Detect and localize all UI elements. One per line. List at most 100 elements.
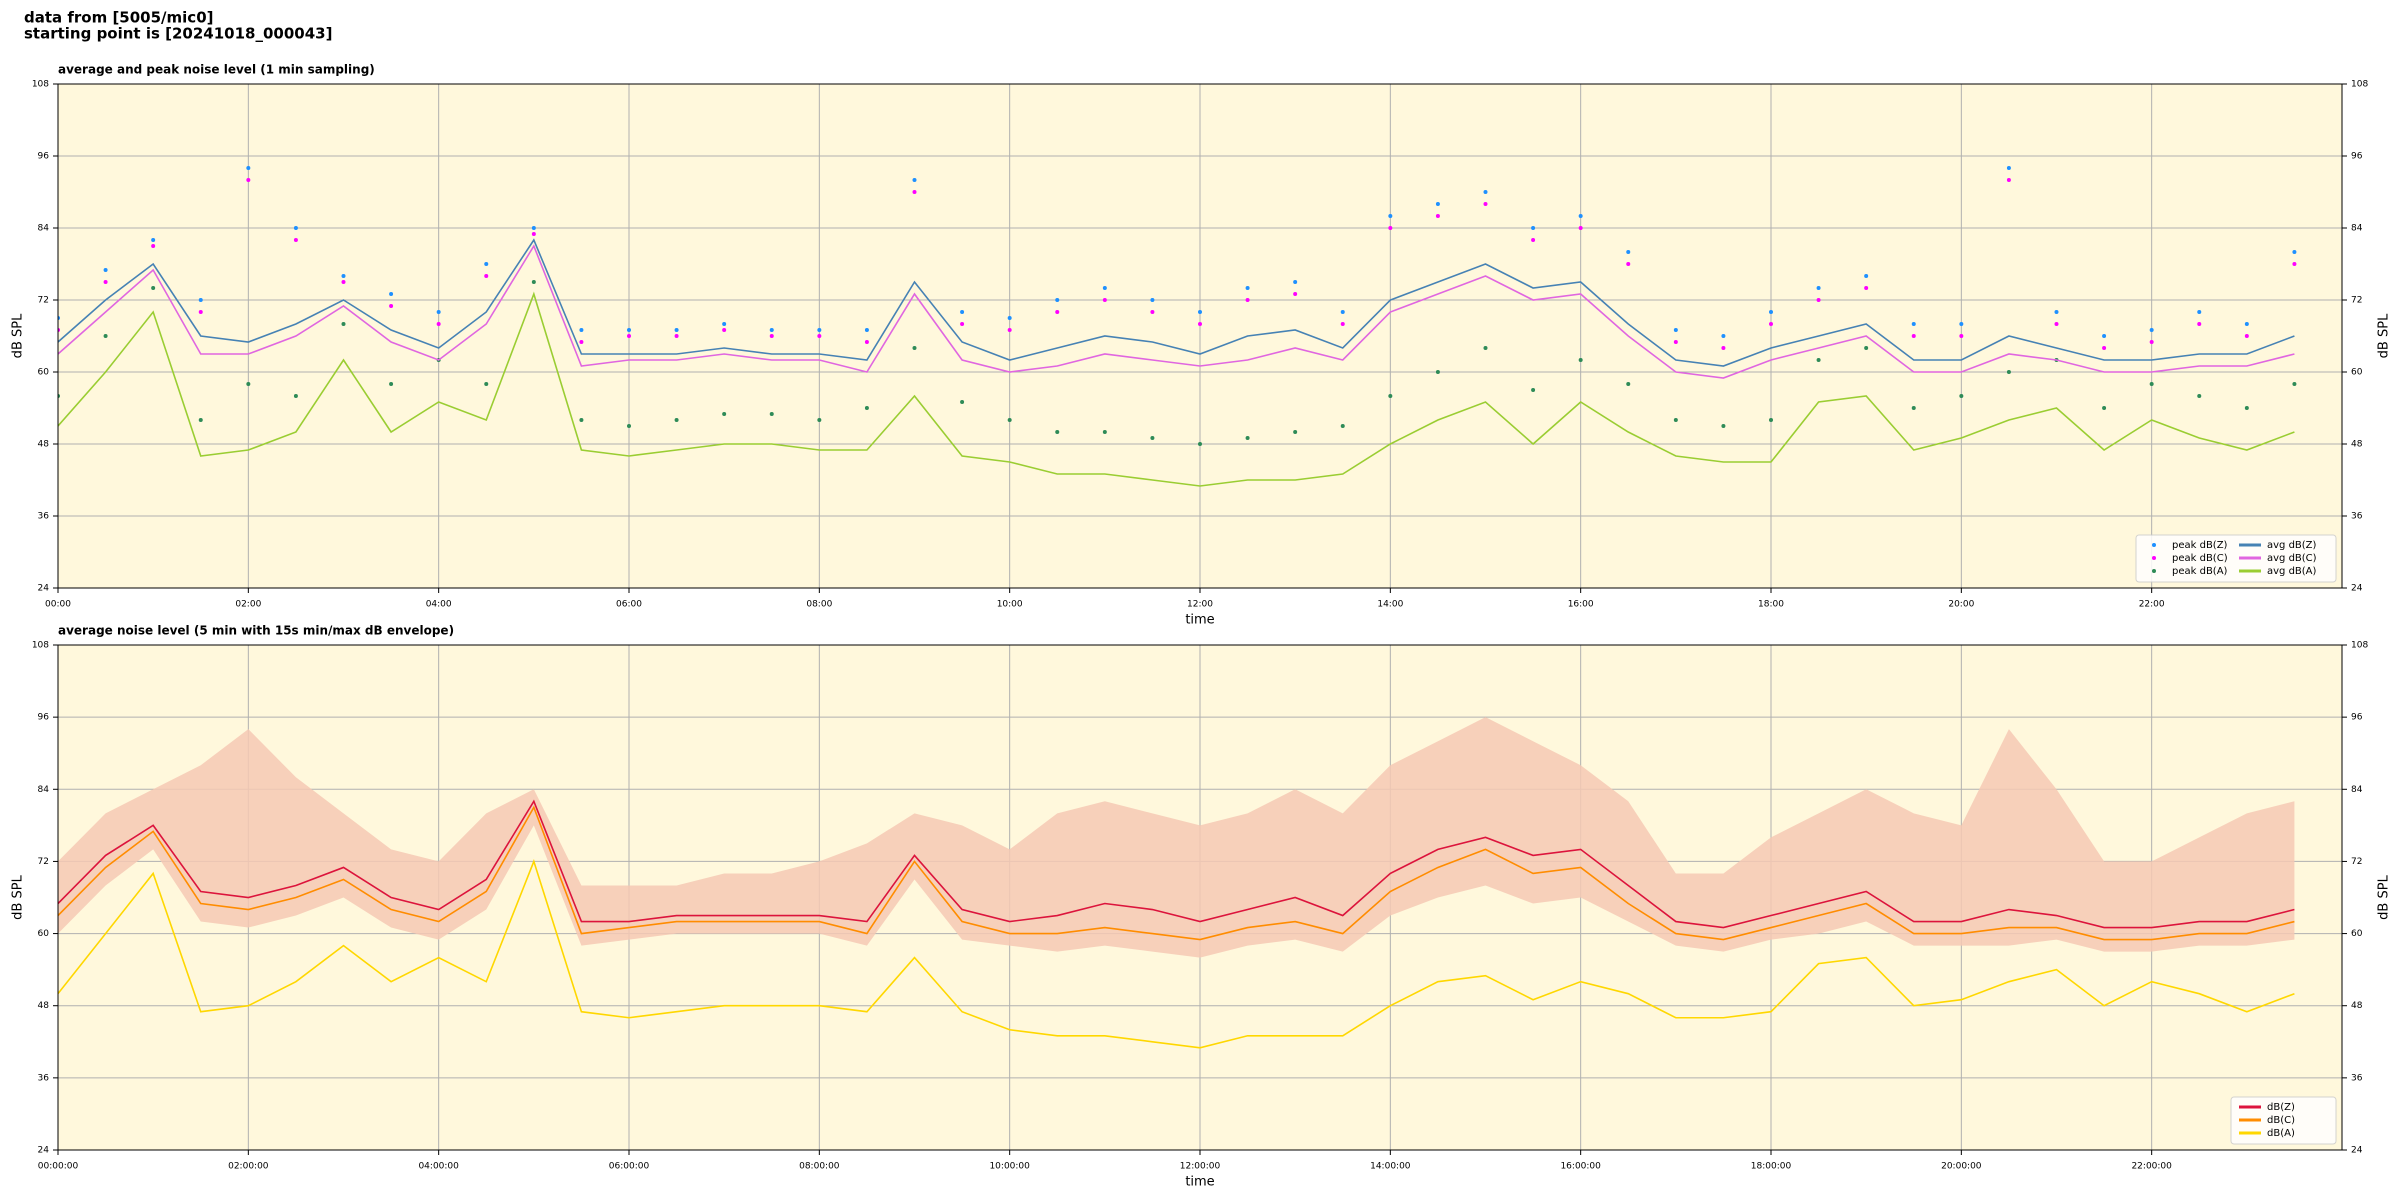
peak-dot	[1721, 424, 1726, 428]
x-tick-label: 06:00:00	[609, 1162, 650, 1172]
peak-dot	[151, 244, 156, 248]
x-tick-label: 14:00:00	[1370, 1162, 1411, 1172]
peak-dot	[912, 178, 917, 182]
peak-dot	[769, 328, 774, 332]
peak-dot	[198, 298, 203, 302]
peak-dot	[1864, 346, 1869, 350]
suptitle: starting point is [20241018_000043]	[24, 25, 332, 43]
y-tick-label: 72	[38, 857, 49, 867]
y2-axis-label: dB SPL	[2377, 313, 2392, 358]
peak-dot	[1626, 382, 1631, 386]
peak-dot	[2006, 178, 2011, 182]
peak-dot	[2292, 262, 2297, 266]
peak-dot	[1721, 346, 1726, 350]
plot-frame	[57, 83, 2343, 589]
x-tick-label: 08:00:00	[799, 1162, 840, 1172]
legend-label: avg dB(A)	[2267, 566, 2317, 577]
legend-label: dB(Z)	[2267, 1102, 2295, 1113]
peak-dot	[1245, 436, 1250, 440]
peak-dot	[151, 238, 156, 242]
x-tick-label: 16:00:00	[1560, 1162, 1601, 1172]
x-axis-label: time	[1185, 1175, 1214, 1190]
peak-dot	[769, 412, 774, 416]
x-tick-label: 20:00	[1948, 600, 1974, 610]
peak-dot	[864, 340, 869, 344]
peak-dot	[1388, 394, 1393, 398]
y-tick-label: 84	[38, 785, 50, 795]
peak-dot	[389, 292, 394, 296]
peak-dot	[769, 334, 774, 338]
peak-dot	[103, 268, 108, 272]
peak-dot	[436, 322, 441, 326]
plot-area	[58, 166, 2297, 487]
peak-dot	[1007, 328, 1012, 332]
peak-dot	[1626, 262, 1631, 266]
peak-dot	[1673, 328, 1678, 332]
y-tick-label: 60	[38, 929, 50, 939]
y-tick-label: 36	[38, 1073, 50, 1083]
peak-dot	[1340, 424, 1345, 428]
peak-dot	[2149, 340, 2154, 344]
peak-dot	[1388, 226, 1393, 230]
peak-dot	[1198, 442, 1202, 446]
legend-label: peak dB(C)	[2172, 553, 2228, 564]
peak-dot	[531, 226, 536, 230]
envelope-area	[58, 717, 2295, 958]
peak-dot	[817, 328, 822, 332]
peak-dot	[1769, 418, 1773, 422]
peak-dot	[2197, 322, 2202, 326]
y2-tick-label: 60	[2351, 929, 2363, 939]
x-tick-label: 10:00	[997, 600, 1023, 610]
peak-dot	[1055, 298, 1060, 302]
peak-dot	[2292, 250, 2297, 254]
peak-dot	[531, 232, 536, 236]
x-tick-label: 00:00:00	[38, 1162, 79, 1172]
peak-dot	[2006, 166, 2011, 170]
peak-dot	[579, 418, 584, 422]
peak-dot	[293, 226, 298, 230]
peak-dot	[627, 424, 631, 428]
peak-dot	[1007, 418, 1012, 422]
plot-frame	[57, 644, 2343, 1151]
peak-dot	[1198, 310, 1202, 314]
y2-tick-label: 72	[2351, 857, 2362, 867]
chart-title: average noise level (5 min with 15s min/…	[58, 624, 454, 638]
y-axis-label: dB SPL	[11, 313, 26, 358]
peak-dot	[198, 418, 203, 422]
peak-dot	[1673, 418, 1678, 422]
peak-dot	[484, 382, 489, 386]
peak-dot	[1102, 298, 1107, 302]
peak-dot	[293, 394, 298, 398]
peak-dot	[1626, 250, 1631, 254]
peak-dot	[1531, 226, 1536, 230]
peak-dot	[484, 274, 489, 278]
x-tick-label: 12:00:00	[1180, 1162, 1221, 1172]
peak-dot	[1293, 430, 1298, 434]
peak-dot	[912, 190, 917, 194]
peak-dot	[1816, 286, 1821, 290]
x-tick-label: 20:00:00	[1941, 1162, 1982, 1172]
x-tick-label: 12:00	[1187, 600, 1213, 610]
peak-dot	[1007, 316, 1012, 320]
peak-dot	[722, 328, 727, 332]
peak-dot	[674, 328, 679, 332]
peak-dot	[2102, 346, 2107, 350]
y2-tick-label: 24	[2351, 1146, 2363, 1156]
y-tick-label: 24	[38, 1146, 50, 1156]
peak-dot	[1911, 406, 1916, 410]
peak-dot	[1483, 190, 1488, 194]
peak-dot	[1102, 430, 1107, 434]
peak-dot	[1150, 436, 1155, 440]
y2-tick-label: 48	[2351, 440, 2363, 450]
x-tick-label: 02:00	[235, 600, 261, 610]
peak-dot	[864, 406, 869, 410]
peak-dot	[627, 334, 631, 338]
x-tick-label: 00:00	[45, 600, 71, 610]
peak-dot	[2054, 322, 2059, 326]
peak-dot	[1911, 322, 1916, 326]
peak-dot	[1959, 394, 1964, 398]
peak-dot	[1293, 292, 1298, 296]
series-line	[58, 238, 2295, 367]
peak-dot	[246, 166, 251, 170]
